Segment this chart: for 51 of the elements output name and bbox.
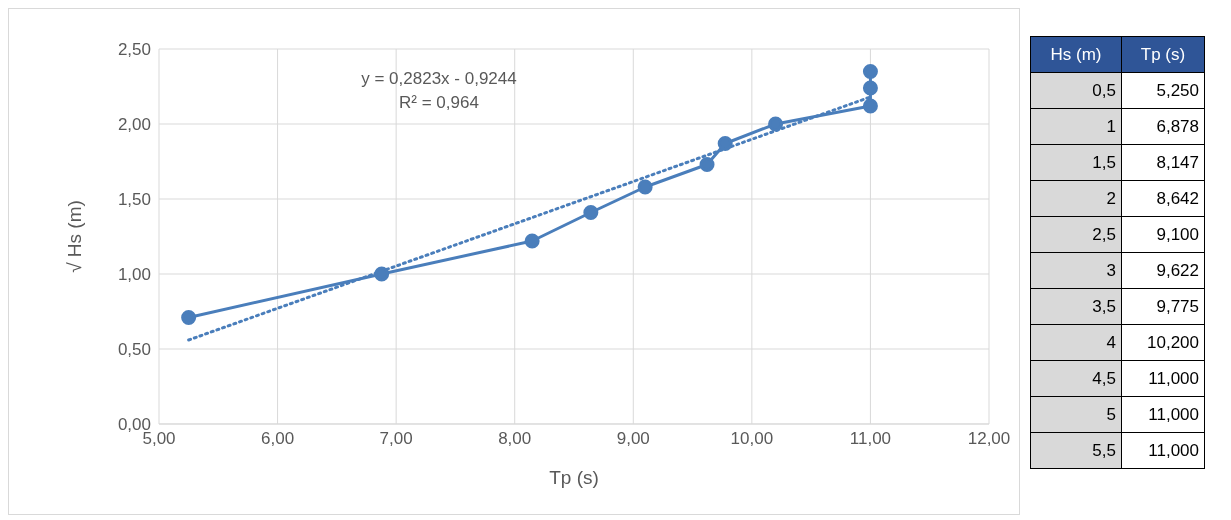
text: Hs (m) (1030, 36, 1122, 73)
text: 9,622 (1121, 252, 1205, 289)
point (862, 80, 878, 96)
y-tick-label: 2,00 (117, 115, 151, 135)
x-tick-label: 10,00 (730, 429, 774, 449)
point (374, 266, 390, 282)
text: 9,775 (1121, 288, 1205, 325)
text: 2 (1030, 180, 1122, 217)
text: 2,5 (1030, 216, 1122, 253)
text: 4 (1030, 324, 1122, 361)
text: 0,5 (1030, 72, 1122, 109)
text: 9,100 (1121, 216, 1205, 253)
text: Tp (s) (1121, 36, 1205, 73)
text: 8,147 (1121, 144, 1205, 181)
y-axis-title: √ Hs (m) (63, 200, 85, 273)
text: 8,642 (1121, 180, 1205, 217)
x-tick-label: 9,00 (616, 429, 650, 449)
text: 5,5 (1030, 432, 1122, 469)
point (524, 233, 540, 249)
y-tick-label: 1,50 (117, 190, 151, 210)
point (717, 136, 733, 151)
text: 11,000 (1121, 360, 1205, 397)
point (699, 157, 715, 172)
x-axis-title: Tp (s) (549, 467, 599, 488)
text: 4,5 (1030, 360, 1122, 397)
y-tick-label: 0,50 (117, 340, 151, 360)
text: 5 (1030, 396, 1122, 433)
annotation: R² = 0,964 (398, 92, 480, 114)
y-tick-label: 1,00 (117, 265, 151, 285)
text: 1,5 (1030, 144, 1122, 181)
x-tick-label: 12,00 (967, 429, 1011, 449)
point (768, 116, 784, 132)
x-tick-label: 6,00 (261, 429, 295, 449)
text: 3,5 (1030, 288, 1122, 325)
x-tick-label: 7,00 (379, 429, 413, 449)
point (637, 179, 653, 195)
x-tick-label: 8,00 (498, 429, 532, 449)
text: 11,000 (1121, 396, 1205, 433)
y-tick-label: 2,50 (117, 40, 151, 60)
annotation: y = 0,2823x - 0,9244 (360, 68, 518, 90)
point (862, 98, 878, 114)
text: 10,200 (1121, 324, 1205, 361)
text: 11,000 (1121, 432, 1205, 469)
point (862, 64, 878, 79)
text: 6,878 (1121, 108, 1205, 145)
text: 1 (1030, 108, 1122, 145)
point (583, 205, 599, 220)
text: 3 (1030, 252, 1122, 289)
x-tick-label: 11,00 (849, 429, 892, 449)
point (181, 310, 197, 325)
text: 5,250 (1121, 72, 1205, 109)
